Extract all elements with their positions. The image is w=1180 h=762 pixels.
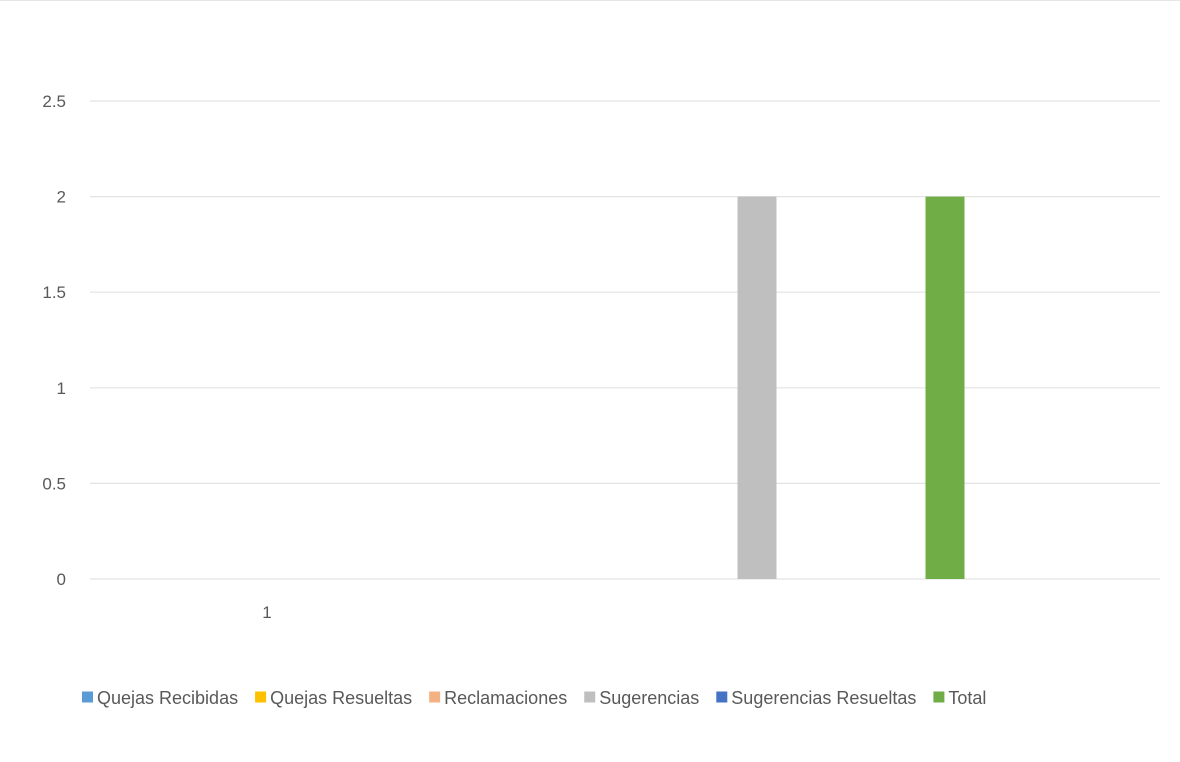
y-tick-label: 1.5 (42, 283, 66, 302)
bar-sugerencias (737, 196, 777, 579)
legend-swatch (716, 691, 728, 703)
legend-label: Quejas Recibidas (97, 688, 238, 708)
legend-item-sugerencias-resueltas: Sugerencias Resueltas (716, 688, 916, 708)
y-tick-label: 0.5 (42, 474, 66, 493)
y-axis-tick-labels: 0 0.5 1 1.5 2 2.5 (42, 92, 66, 589)
x-tick-label: 1 (262, 603, 271, 622)
x-axis-tick-labels: 1 (262, 603, 271, 622)
legend-label: Total (948, 688, 986, 708)
legend-swatch (584, 691, 596, 703)
legend-label: Sugerencias (599, 688, 699, 708)
legend-swatch (933, 691, 945, 703)
y-tick-label: 1 (57, 379, 66, 398)
legend-label: Sugerencias Resueltas (731, 688, 916, 708)
legend-swatch (429, 691, 441, 703)
legend-swatch (255, 691, 267, 703)
legend-label: Quejas Resueltas (270, 688, 412, 708)
legend-item-sugerencias: Sugerencias (584, 688, 699, 708)
legend-item-reclamaciones: Reclamaciones (429, 688, 567, 708)
legend-item-total: Total (933, 688, 986, 708)
legend-item-quejas-recibidas: Quejas Recibidas (82, 688, 238, 708)
y-tick-label: 2.5 (42, 92, 66, 111)
gridlines (90, 100, 1160, 580)
legend-item-quejas-resueltas: Quejas Resueltas (255, 688, 412, 708)
legend-swatch (82, 691, 93, 703)
legend: Quejas Recibidas Quejas Resueltas Reclamac… (82, 688, 986, 708)
legend-label: Reclamaciones (444, 688, 567, 708)
bars (737, 196, 965, 579)
y-tick-label: 2 (57, 188, 66, 207)
y-tick-label: 0 (57, 570, 66, 589)
bar-total (925, 196, 965, 579)
